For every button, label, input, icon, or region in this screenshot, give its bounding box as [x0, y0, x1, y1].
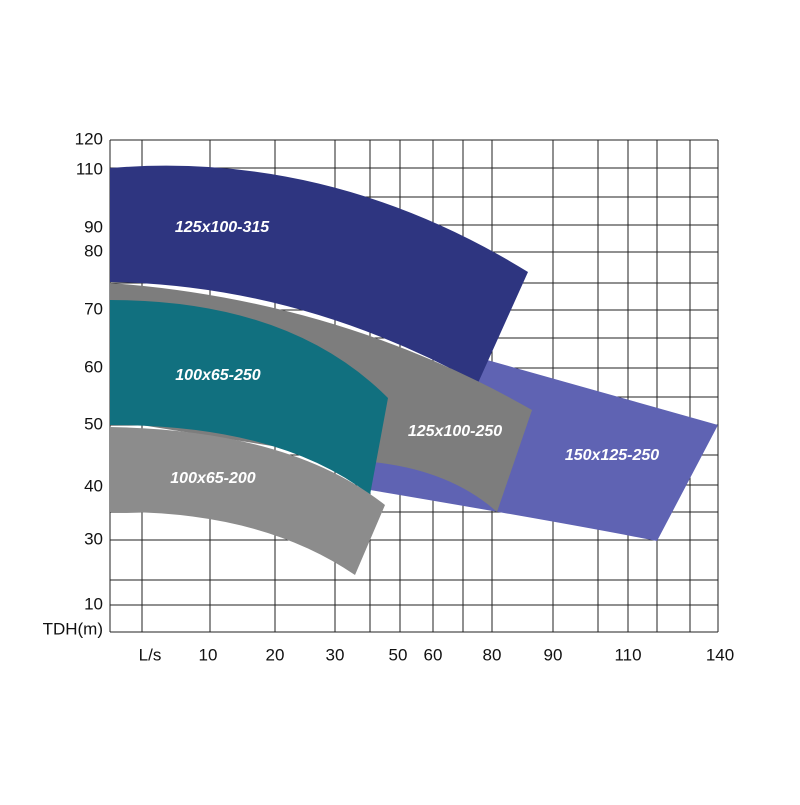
x-tick-label: 80 [483, 645, 502, 664]
region-label: 125x100-315 [175, 219, 270, 236]
region-shape [110, 165, 528, 383]
region-shape [110, 427, 385, 575]
y-tick-label: 60 [84, 357, 103, 376]
x-tick-label: 50 [389, 645, 408, 664]
y-tick-label: 120 [75, 129, 103, 148]
x-tick-label: 20 [266, 645, 285, 664]
region-label: 100x65-250 [175, 367, 261, 384]
x-axis-label: L/s [139, 645, 162, 664]
x-tick-label: 90 [544, 645, 563, 664]
x-tick-label: 110 [614, 645, 641, 664]
y-tick-label: 110 [76, 159, 103, 178]
x-tick-label: 30 [326, 645, 345, 664]
x-tick-label: 10 [199, 645, 218, 664]
region-label: 150x125-250 [565, 447, 659, 464]
region-shape [110, 300, 388, 495]
y-axis-label: TDH(m) [43, 619, 103, 638]
y-tick-label: 70 [84, 299, 103, 318]
y-tick-label: 30 [84, 529, 103, 548]
y-tick-label: 80 [84, 241, 103, 260]
region-label: 125x100-250 [408, 423, 502, 440]
region-label: 100x65-200 [170, 470, 256, 487]
y-tick-label: 40 [84, 476, 103, 495]
y-tick-label: 50 [84, 414, 103, 433]
x-tick-label: 60 [424, 645, 443, 664]
y-tick-label: 90 [84, 217, 103, 236]
x-tick-label: 140 [706, 645, 734, 664]
y-tick-label: 10 [84, 594, 103, 613]
